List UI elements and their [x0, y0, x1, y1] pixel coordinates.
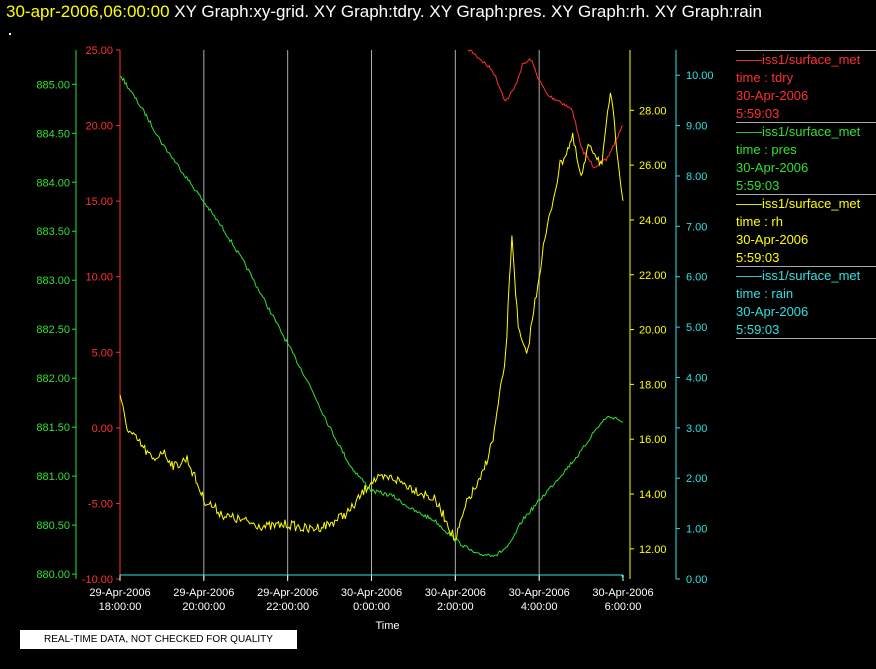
tdry-tick-label: -5.00: [88, 498, 113, 510]
legend-detail: 5:59:03: [736, 250, 780, 265]
rh-tick-label: 16.00: [639, 434, 667, 446]
rain-tick-label: 2.00: [686, 473, 707, 485]
legend-separator: [736, 122, 876, 123]
legend-detail: 5:59:03: [736, 106, 780, 121]
legend-series-name: ——iss1/surface_met: [736, 52, 861, 67]
x-tick-label-time: 0:00:00: [353, 601, 390, 613]
legend-detail: 30-Apr-2006: [736, 160, 809, 175]
pres-series-line: [119, 75, 624, 558]
tdry-series-line: [467, 49, 624, 169]
rain-series-line: [120, 574, 624, 580]
header-datetime: 30-apr-2006,06:00:00: [6, 2, 170, 21]
rh-tick-label: 20.00: [639, 325, 667, 337]
tdry-tick-label: -10.00: [82, 574, 113, 586]
rain-tick-label: 9.00: [686, 121, 707, 133]
pres-tick-label: 881.00: [36, 471, 70, 483]
rh-tick-label: 14.00: [639, 489, 667, 501]
legend-separator: [736, 338, 876, 339]
tdry-tick-label: 5.00: [92, 347, 113, 359]
rh-tick-label: 24.00: [639, 215, 667, 227]
legend-detail: 5:59:03: [736, 322, 780, 337]
pres-tick-label: 885.00: [36, 79, 70, 91]
rh-tick-label: 28.00: [639, 105, 667, 117]
legend-detail: 30-Apr-2006: [736, 304, 809, 319]
x-tick-label-date: 30-Apr-2006: [425, 587, 486, 599]
rain-tick-label: 3.00: [686, 423, 707, 435]
rh-series-line: [119, 92, 624, 541]
x-tick-label-time: 20:00:00: [182, 601, 225, 613]
legend-series-name: ——iss1/surface_met: [736, 268, 861, 283]
quality-note: REAL-TIME DATA, NOT CHECKED FOR QUALITY: [20, 630, 297, 649]
tdry-tick-label: 25.00: [85, 45, 113, 57]
legend-separator: [736, 194, 876, 195]
rain-tick-label: 8.00: [686, 171, 707, 183]
legend-detail: time : tdry: [736, 70, 794, 85]
rain-tick-label: 0.00: [686, 574, 707, 586]
legend-detail: 30-Apr-2006: [736, 88, 809, 103]
pres-tick-label: 884.50: [36, 128, 70, 140]
legend-detail: 5:59:03: [736, 178, 780, 193]
pres-tick-label: 882.00: [36, 373, 70, 385]
x-axis-title: Time: [375, 620, 399, 632]
rain-tick-label: 7.00: [686, 221, 707, 233]
pres-tick-label: 880.00: [36, 569, 70, 581]
header-graph-list: XY Graph:xy-grid. XY Graph:tdry. XY Grap…: [169, 2, 762, 21]
rain-tick-label: 4.00: [686, 372, 707, 384]
rain-tick-label: 10.00: [686, 70, 714, 82]
tdry-tick-label: 20.00: [85, 121, 113, 133]
tdry-tick-label: 15.00: [85, 196, 113, 208]
x-tick-label-date: 30-Apr-2006: [509, 587, 570, 599]
legend-detail: 30-Apr-2006: [736, 232, 809, 247]
x-tick-label-date: 30-Apr-2006: [592, 587, 653, 599]
legend-detail: time : rh: [736, 214, 783, 229]
rain-tick-label: 6.00: [686, 272, 707, 284]
tdry-tick-label: 0.00: [92, 423, 113, 435]
x-tick-label-date: 30-Apr-2006: [341, 587, 402, 599]
x-tick-label-time: 22:00:00: [266, 601, 309, 613]
pres-tick-label: 884.00: [36, 177, 70, 189]
legend-detail: time : rain: [736, 286, 794, 301]
pres-tick-label: 880.50: [36, 520, 70, 532]
legend-series-name: ——iss1/surface_met: [736, 124, 861, 139]
rh-tick-label: 12.00: [639, 544, 667, 556]
marker-dot: [9, 33, 11, 35]
pres-tick-label: 883.50: [36, 226, 70, 238]
x-tick-label-date: 29-Apr-2006: [173, 587, 234, 599]
legend-detail: time : pres: [736, 142, 797, 157]
rh-tick-label: 26.00: [639, 160, 667, 172]
x-tick-label-time: 2:00:00: [437, 601, 474, 613]
pres-tick-label: 882.50: [36, 324, 70, 336]
pres-tick-label: 881.50: [36, 422, 70, 434]
rh-tick-label: 22.00: [639, 270, 667, 282]
x-tick-label-date: 29-Apr-2006: [257, 587, 318, 599]
rh-tick-label: 18.00: [639, 379, 667, 391]
tdry-tick-label: 10.00: [85, 272, 113, 284]
x-tick-label-time: 6:00:00: [605, 601, 642, 613]
legend-series-name: ——iss1/surface_met: [736, 196, 861, 211]
x-tick-label-time: 4:00:00: [521, 601, 558, 613]
rain-tick-label: 1.00: [686, 524, 707, 536]
legend-separator: [736, 266, 876, 267]
rain-tick-label: 5.00: [686, 322, 707, 334]
pres-tick-label: 883.00: [36, 275, 70, 287]
x-tick-label-time: 18:00:00: [99, 601, 142, 613]
x-tick-label-date: 29-Apr-2006: [89, 587, 150, 599]
legend-separator: [736, 50, 876, 51]
header-title: 30-apr-2006,06:00:00 XY Graph:xy-grid. X…: [6, 2, 762, 22]
